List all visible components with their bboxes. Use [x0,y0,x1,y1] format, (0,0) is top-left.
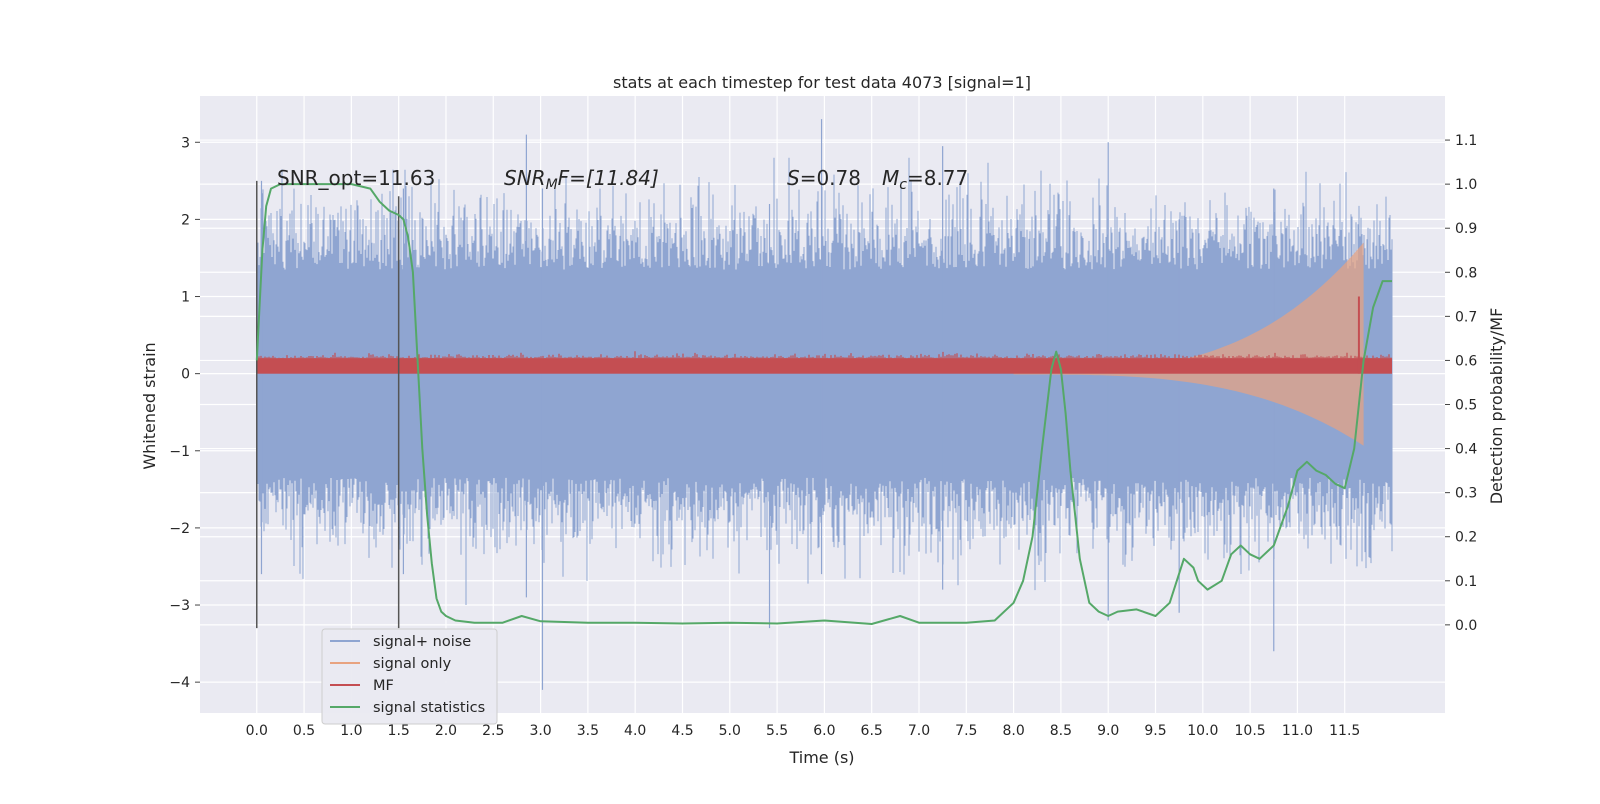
y-left-axis-ticks: 3 2 1 0 −1 −2 −3 −4 [169,135,200,691]
y-right-tick-label: 0.5 [1455,398,1477,414]
x-tick-label: 2.5 [482,723,504,739]
x-tick-label: 4.5 [671,723,693,739]
x-tick-label: 10.5 [1235,723,1266,739]
annotation-snr-mf-suffix: F=[11.84] [558,166,659,190]
x-tick-label: 2.0 [435,723,457,739]
x-tick-label: 3.0 [529,723,551,739]
y-left-tick-label: 3 [181,135,190,151]
annotation-snr-opt: SNR_opt=11.63 [277,166,435,190]
x-tick-label: 10.0 [1187,723,1218,739]
annotation-s-value: =0.78 [800,166,861,190]
y-left-tick-label: −4 [169,675,190,691]
y-left-tick-label: −3 [169,598,190,614]
x-tick-label: 1.0 [340,723,362,739]
x-tick-label: 7.5 [955,723,977,739]
y-right-axis-label: Detection probability/MF [1487,308,1506,505]
x-tick-label: 1.5 [388,723,410,739]
legend-box [321,628,498,725]
series-signal-statistics [255,183,1392,625]
y-left-tick-label: 1 [181,290,190,306]
x-tick-label: 7.0 [908,723,930,739]
annotation-snr-mf: SNRMF=[11.84] [504,166,659,193]
y-right-tick-label: 1.0 [1455,177,1477,193]
legend-label: signal+ noise [373,634,471,650]
y-left-tick-label: 0 [181,367,190,383]
x-tick-label: 8.5 [1050,723,1072,739]
legend-label: MF [373,678,394,694]
x-tick-label: 9.0 [1097,723,1119,739]
annotation-mc-sub: c [899,177,907,193]
signal-only-envelope [1013,242,1364,446]
y-right-tick-label: 0.7 [1455,309,1477,325]
annotation-snr-mf-prefix: SNR [504,166,546,190]
y-right-tick-label: 0.0 [1455,618,1477,634]
x-tick-label: 8.0 [1002,723,1024,739]
annotation-mc-value: =8.77 [907,166,968,190]
x-tick-label: 0.0 [246,723,268,739]
legend-label: signal only [373,656,452,672]
y-right-tick-label: 0.9 [1455,221,1477,237]
y-right-axis-ticks: 1.1 1.0 0.9 0.8 0.7 0.6 0.5 0.4 0.3 0.2 0.1 0.0 [1445,133,1477,634]
y-right-tick-label: 0.8 [1455,265,1477,281]
vertical-markers [256,180,400,629]
annotation-mc-label: M [882,166,899,190]
x-axis-label: Time (s) [788,748,854,767]
y-right-tick-label: 1.1 [1455,133,1477,149]
y-right-tick-label: 0.4 [1455,442,1477,458]
y-left-tick-label: 2 [181,212,190,228]
x-tick-label: 6.0 [813,723,835,739]
x-tick-label: 11.5 [1329,723,1360,739]
chart-title: stats at each timestep for test data 407… [613,73,1031,92]
legend: signal+ noise signal only MF signal statist… [321,628,498,725]
y-left-tick-label: −1 [169,444,190,460]
y-right-tick-label: 0.2 [1455,530,1477,546]
y-right-tick-label: 0.3 [1455,486,1477,502]
annotation-snr-mf-sub: M [546,177,558,193]
series-signal-only [1013,242,1364,446]
x-tick-label: 5.5 [766,723,788,739]
signal-statistics-line [255,183,1392,625]
x-tick-label: 3.5 [577,723,599,739]
series-mf [256,296,1393,374]
x-tick-label: 6.5 [861,723,883,739]
y-left-axis-label: Whitened strain [140,342,159,469]
x-tick-label: 4.0 [624,723,646,739]
y-right-tick-label: 0.6 [1455,353,1477,369]
x-tick-label: 11.0 [1282,723,1313,739]
annotation-mc: Mc=8.77 [882,166,968,193]
annotation-s: S=0.78 [787,166,861,190]
y-left-tick-label: −2 [169,521,190,537]
x-tick-label: 5.0 [719,723,741,739]
x-axis-ticks: 0.0 0.5 1.0 1.5 2.0 2.5 3.0 3.5 4.0 4.5 5.0 5.5 6.0 6… [246,723,1361,739]
legend-label: signal statistics [373,700,485,716]
x-tick-label: 0.5 [293,723,315,739]
x-tick-label: 9.5 [1144,723,1166,739]
y-right-tick-label: 0.1 [1455,574,1477,590]
annotation-s-label: S [787,166,800,190]
